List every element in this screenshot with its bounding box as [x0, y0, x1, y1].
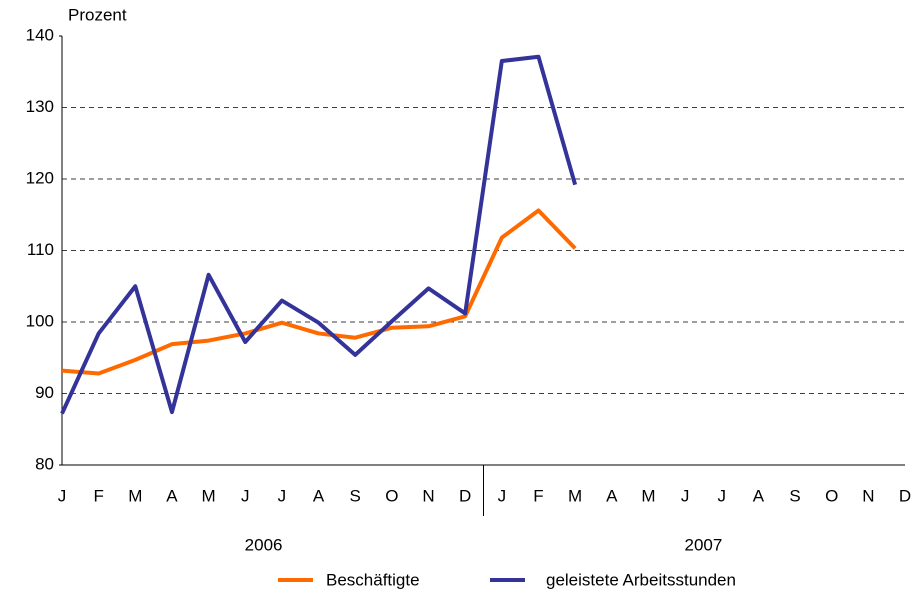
x-tick-label: O	[825, 486, 838, 505]
y-tick-label: 90	[35, 383, 54, 402]
y-tick-label: 80	[35, 454, 54, 473]
x-tick-label: J	[681, 486, 690, 505]
y-tick-label: 120	[26, 168, 54, 187]
x-tick-label: M	[641, 486, 655, 505]
x-tick-label: D	[459, 486, 471, 505]
y-tick-label: 110	[27, 240, 54, 259]
x-tick-label: A	[606, 486, 618, 505]
legend-label: geleistete Arbeitsstunden	[546, 570, 736, 589]
x-tick-label: O	[385, 486, 398, 505]
x-tick-label: J	[717, 486, 726, 505]
x-tick-label: S	[350, 486, 361, 505]
x-tick-label: J	[58, 486, 67, 505]
x-tick-label: N	[422, 486, 434, 505]
series-line	[61, 208, 577, 376]
y-axis-label: Prozent	[68, 5, 127, 24]
year-label: 2007	[684, 535, 722, 554]
y-tick-label: 130	[26, 97, 54, 116]
legend-label: Beschäftigte	[326, 570, 420, 589]
x-tick-label: A	[166, 486, 178, 505]
x-tick-label: D	[899, 486, 911, 505]
x-tick-label: J	[498, 486, 507, 505]
x-tick-label: M	[202, 486, 216, 505]
x-tick-label: M	[128, 486, 142, 505]
x-tick-label: M	[568, 486, 582, 505]
y-tick-label: 100	[26, 311, 54, 330]
x-tick-label: A	[313, 486, 325, 505]
x-tick-label: A	[753, 486, 765, 505]
x-tick-label: N	[862, 486, 874, 505]
x-tick-label: J	[278, 486, 287, 505]
series-line	[60, 54, 578, 415]
year-label: 2006	[245, 535, 283, 554]
y-tick-label: 140	[26, 25, 54, 44]
x-tick-label: S	[789, 486, 800, 505]
x-tick-label: F	[533, 486, 543, 505]
x-tick-label: F	[93, 486, 103, 505]
x-tick-label: J	[241, 486, 250, 505]
